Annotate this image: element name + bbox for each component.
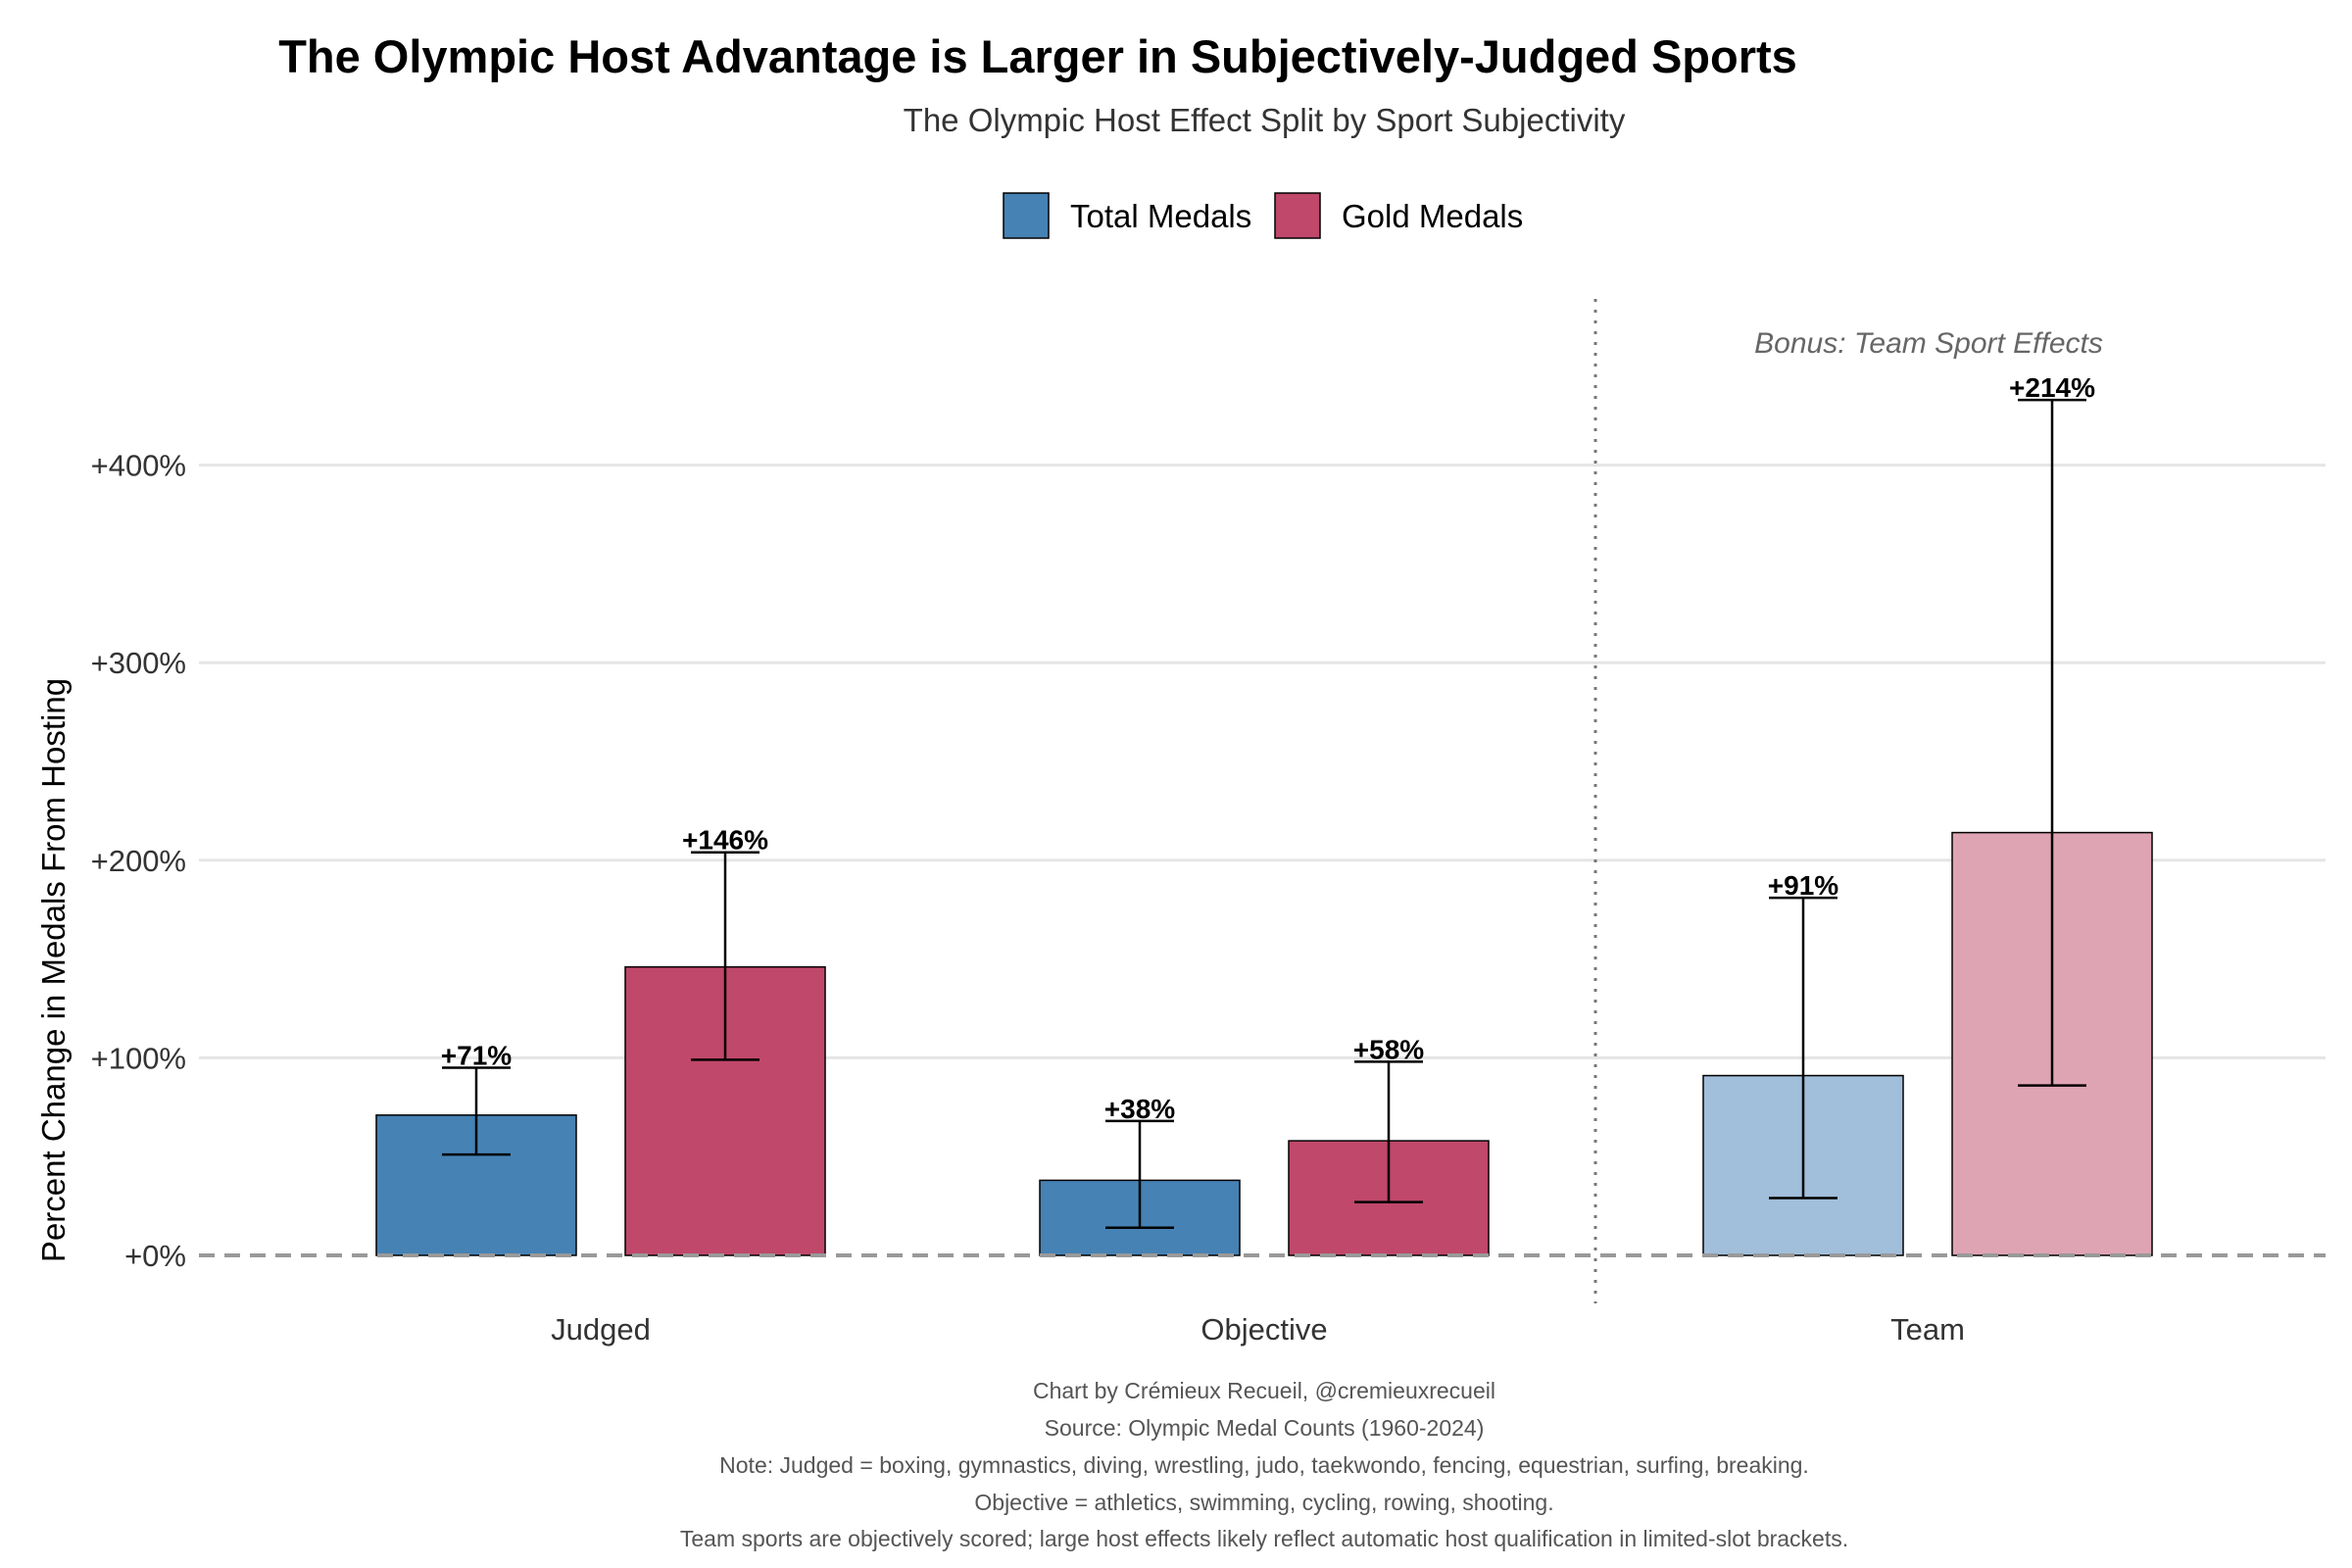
value-label-team-gold-medals: +214% [2009,372,2095,403]
error-bars [442,398,2086,1230]
error-bar-objective-total-medals [1105,1119,1174,1230]
legend: Total Medals Gold Medals [1003,192,1523,239]
error-bar-team-total-medals [1769,896,1838,1200]
team-bonus-annotation: Bonus: Team Sport Effects [1754,327,2103,360]
y-tick-300: +300% [91,646,186,680]
value-label-team-total-medals: +91% [1768,870,1838,901]
chart-title: The Olympic Host Advantage is Larger in … [278,30,1797,82]
chart-subtitle: The Olympic Host Effect Split by Sport S… [904,102,1626,138]
error-bar-team-gold-medals [2018,398,2086,1087]
caption-note-objective: Objective = athletics, swimming, cycling… [974,1490,1553,1515]
legend-swatch-total-medals [1003,192,1050,239]
x-axis-ticks: Judged Objective Team [551,1312,1965,1347]
bars [199,299,2326,1303]
x-tick-judged: Judged [551,1312,651,1347]
caption-credit: Chart by Crémieux Recueil, @cremieuxrecu… [1033,1378,1495,1403]
y-tick-0: +0% [124,1239,186,1273]
value-label-judged-gold-medals: +146% [682,825,768,856]
error-bar-objective-gold-medals [1354,1060,1423,1203]
caption-note-judged: Note: Judged = boxing, gymnastics, divin… [719,1452,1809,1478]
y-tick-200: +200% [91,844,186,878]
y-tick-400: +400% [91,449,186,483]
y-axis-title: Percent Change in Medals From Hosting [35,678,72,1262]
value-label-objective-gold-medals: +58% [1353,1034,1424,1064]
legend-swatch-gold-medals [1274,192,1321,239]
legend-label-total-medals: Total Medals [1070,198,1251,234]
captions: Chart by Crémieux Recueil, @cremieuxrecu… [680,1378,1848,1551]
y-axis-ticks: +0% +100% +200% +300% +400% [91,449,186,1273]
caption-source: Source: Olympic Medal Counts (1960-2024) [1045,1415,1485,1441]
value-label-judged-total-medals: +71% [441,1040,512,1070]
value-labels: +71% +146% +38% +58% +91% +214% [441,372,2095,1124]
y-tick-100: +100% [91,1041,186,1075]
error-bar-judged-total-medals [442,1066,511,1156]
error-bar-judged-gold-medals [691,851,760,1061]
value-label-objective-total-medals: +38% [1104,1094,1175,1124]
x-tick-team: Team [1890,1312,1965,1347]
x-tick-objective: Objective [1200,1312,1327,1347]
caption-note-team: Team sports are objectively scored; larg… [680,1526,1848,1551]
legend-label-gold-medals: Gold Medals [1342,198,1523,234]
